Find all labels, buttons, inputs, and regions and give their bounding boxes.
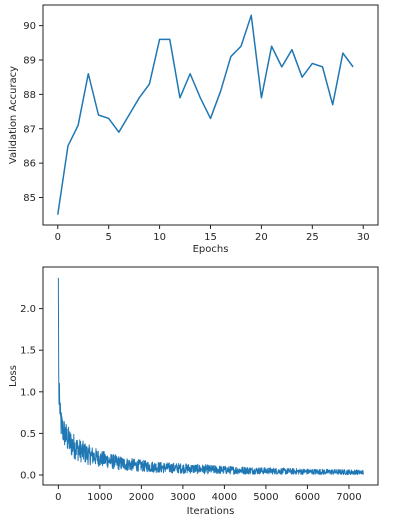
accuracy-y-tick-label: 90	[23, 21, 36, 32]
loss-y-tick-label: 2.0	[20, 304, 36, 315]
accuracy-y-tick-label: 89	[23, 56, 36, 67]
accuracy-y-axis-label: Validation Accuracy	[8, 66, 19, 164]
loss-plot-frame	[42, 266, 379, 486]
accuracy-x-tick-label: 15	[204, 232, 217, 243]
loss-series-path	[57, 277, 364, 476]
accuracy-x-tick-label: 10	[153, 232, 166, 243]
accuracy-x-tick-label: 25	[306, 232, 319, 243]
loss-y-tick-label: 1.5	[20, 346, 36, 357]
accuracy-y-tick-label: 86	[23, 159, 36, 170]
loss-y-ticks: 0.0 0.5 1.0 1.5 2.0	[20, 304, 43, 482]
loss-y-axis-label: Loss	[8, 365, 19, 387]
loss-x-axis-label: Iterations	[187, 506, 235, 517]
accuracy-series-line	[57, 14, 354, 215]
loss-x-tick-label: 1000	[87, 492, 112, 503]
loss-y-tick-label: 1.0	[20, 387, 36, 398]
accuracy-plot-frame	[42, 4, 379, 226]
accuracy-x-ticks: 0 5 10 15 20 25 30	[55, 225, 370, 243]
accuracy-series-path	[57, 14, 354, 215]
accuracy-x-axis-label: Epochs	[193, 244, 229, 255]
accuracy-y-tick-label: 85	[23, 193, 36, 204]
loss-x-ticks: 0 1000 2000 3000 4000 5000 6000 7000	[55, 485, 362, 503]
loss-x-tick-label: 3000	[170, 492, 195, 503]
loss-series-line	[57, 277, 364, 476]
accuracy-x-tick-label: 20	[255, 232, 268, 243]
accuracy-chart: 0 5 10 15 20 25 30 85 86 87 88 89 90 Epochs Validat…	[8, 4, 379, 255]
loss-x-tick-label: 7000	[336, 492, 361, 503]
loss-y-tick-label: 0.5	[20, 429, 36, 440]
accuracy-x-tick-label: 30	[357, 232, 370, 243]
loss-x-tick-label: 0	[55, 492, 61, 503]
loss-x-tick-label: 2000	[129, 492, 154, 503]
loss-x-tick-label: 5000	[253, 492, 278, 503]
loss-y-tick-label: 0.0	[20, 471, 36, 482]
accuracy-x-tick-label: 5	[105, 232, 111, 243]
loss-x-tick-label: 4000	[212, 492, 237, 503]
loss-x-tick-label: 6000	[295, 492, 320, 503]
loss-chart: 0 1000 2000 3000 4000 5000 6000 7000 0.0 0.5 1.0 1…	[8, 266, 379, 517]
accuracy-y-tick-label: 87	[23, 124, 36, 135]
accuracy-x-tick-label: 0	[55, 232, 61, 243]
accuracy-y-ticks: 85 86 87 88 89 90	[23, 21, 43, 204]
accuracy-y-tick-label: 88	[23, 90, 36, 101]
